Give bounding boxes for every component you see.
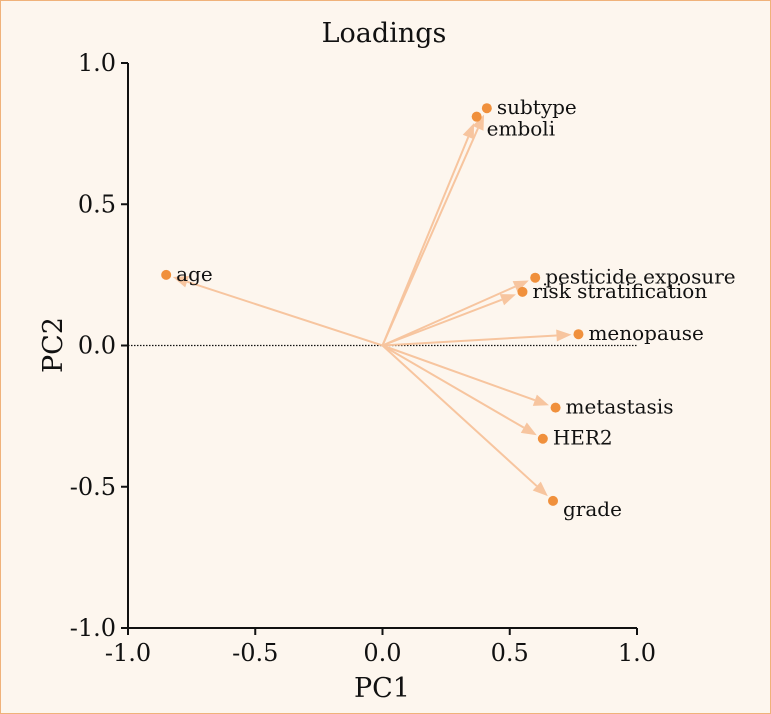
loading-point: [548, 495, 559, 506]
loading-label: HER2: [553, 426, 613, 450]
x-tick-label: 0.0: [363, 639, 401, 667]
loading-point: [471, 111, 482, 122]
y-axis-label: PC2: [38, 317, 69, 373]
arrow-head: [512, 280, 529, 293]
loading-point: [573, 329, 584, 340]
loading-arrow: [382, 298, 503, 347]
loading-arrow: [382, 285, 516, 347]
arrow-head: [499, 294, 516, 306]
loading-arrow: [382, 344, 536, 402]
loading-arrow: [381, 344, 525, 429]
x-axis-label: PC1: [354, 673, 410, 704]
arrow-head: [556, 329, 572, 342]
loading-label: metastasis: [566, 395, 674, 419]
loading-label: risk stratification: [532, 279, 707, 303]
arrow-head: [462, 123, 475, 140]
axes: -1.0 -0.5 0.0 0.5 1.0 1.0 0.5 0.0 -0.5 -1.0: [70, 49, 656, 667]
loading-label: grade: [563, 497, 622, 521]
loading-point: [537, 433, 548, 444]
point-layer: [161, 103, 584, 506]
arrow-head: [172, 275, 189, 288]
loading-arrow: [381, 344, 538, 487]
x-tick-label: -1.0: [105, 639, 151, 667]
chart-title: Loadings: [322, 18, 447, 49]
loading-point: [550, 402, 561, 413]
loading-point: [481, 103, 492, 114]
loading-point: [517, 286, 528, 297]
loading-arrow: [381, 136, 470, 346]
loading-label: age: [176, 262, 213, 286]
y-tick-label: -1.0: [70, 614, 116, 642]
loading-label: pesticide exposure: [545, 265, 735, 289]
loading-label: menopause: [588, 321, 703, 345]
y-tick-label: 1.0: [78, 49, 116, 77]
loading-point: [161, 269, 172, 280]
loading-point: [530, 272, 541, 283]
y-tick-label: -0.5: [70, 473, 116, 501]
arrow-head: [532, 481, 548, 497]
x-tick-label: -0.5: [232, 639, 278, 667]
arrow-layer: [172, 114, 572, 497]
x-tick-label: 1.0: [618, 639, 656, 667]
y-tick-label: 0.0: [78, 332, 116, 360]
loading-arrow: [382, 334, 557, 347]
arrow-head: [532, 394, 549, 406]
loading-label: subtype: [497, 95, 577, 119]
y-tick-label: 0.5: [78, 190, 116, 218]
loading-label: emboli: [487, 117, 555, 141]
arrow-head: [520, 422, 537, 436]
x-tick-label: 0.5: [491, 639, 529, 667]
loading-arrow: [186, 280, 383, 347]
